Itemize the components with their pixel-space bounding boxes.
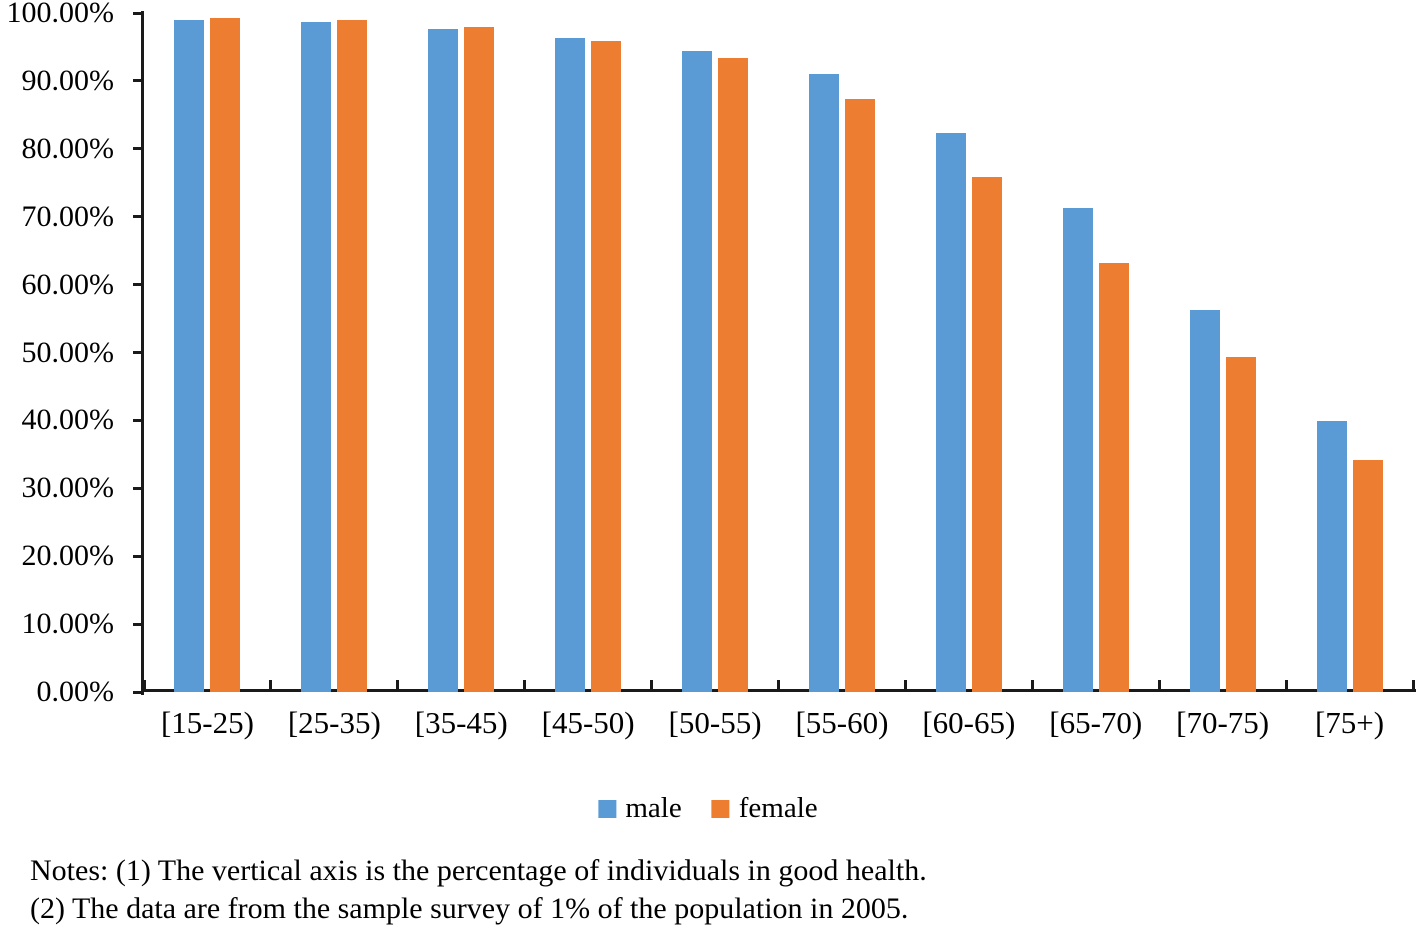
bar-female-[70-75) bbox=[1225, 356, 1256, 692]
y-axis-tick bbox=[133, 486, 144, 490]
x-axis-tick bbox=[269, 680, 273, 692]
x-axis-category-label: [35-45) bbox=[414, 705, 508, 740]
x-axis-category-label: [45-50) bbox=[541, 705, 635, 740]
x-axis-tick bbox=[142, 680, 146, 692]
bar-female-[65-70) bbox=[1098, 262, 1129, 692]
x-axis-tick bbox=[396, 680, 400, 692]
x-axis-category-label: [70-75) bbox=[1176, 705, 1270, 740]
y-axis-tick-label: 100.00% bbox=[6, 0, 115, 29]
x-axis-category-label: [50-55) bbox=[668, 705, 762, 740]
bar-male-[75+) bbox=[1316, 421, 1347, 692]
y-axis-tick bbox=[133, 283, 144, 287]
y-axis-tick bbox=[133, 79, 144, 83]
bar-male-[15-25) bbox=[174, 19, 205, 692]
x-axis-category-label: [55-60) bbox=[795, 705, 889, 740]
y-axis-tick-label: 10.00% bbox=[21, 607, 115, 641]
chart-notes: Notes: (1) The vertical axis is the perc… bbox=[30, 852, 1390, 928]
plot-area: 0.00% 10.00% 20.00% 30.00% 40.00% 50.00% 60.00… bbox=[6, 0, 1416, 740]
bar-female-[15-25) bbox=[210, 17, 241, 692]
y-axis-tick-label: 50.00% bbox=[21, 335, 115, 369]
y-axis-tick bbox=[133, 351, 144, 354]
bar-female-[25-35) bbox=[337, 20, 368, 692]
y-axis-tick bbox=[133, 690, 144, 694]
bar-male-[60-65) bbox=[935, 132, 966, 692]
bar-female-[55-60) bbox=[844, 99, 875, 692]
y-axis-tick-label: 0.00% bbox=[36, 675, 115, 708]
x-axis-category-label: [60-65) bbox=[922, 705, 1016, 740]
bar-male-[35-45) bbox=[428, 28, 459, 692]
x-axis-tick bbox=[903, 680, 907, 692]
y-axis-tick bbox=[133, 215, 144, 219]
x-axis-tick bbox=[777, 680, 780, 692]
bar-female-[35-45) bbox=[464, 27, 495, 692]
legend-label-female: female bbox=[738, 792, 818, 824]
chart-legend: male female bbox=[598, 792, 818, 824]
x-axis-tick bbox=[1411, 680, 1415, 692]
female-series-swatch-icon bbox=[711, 799, 730, 818]
bar-male-[65-70) bbox=[1062, 207, 1093, 692]
y-axis-tick-label: 70.00% bbox=[21, 199, 115, 233]
bar-male-[70-75) bbox=[1189, 310, 1220, 692]
x-axis-category-label: [15-25) bbox=[160, 705, 254, 740]
note-line-1: Notes: (1) The vertical axis is the perc… bbox=[30, 854, 927, 887]
y-axis-tick bbox=[133, 11, 144, 15]
x-axis-tick bbox=[1030, 680, 1034, 692]
y-axis-tick-label: 40.00% bbox=[21, 403, 115, 437]
bar-male-[45-50) bbox=[555, 38, 586, 692]
y-axis-tick bbox=[133, 418, 144, 422]
male-series-swatch-icon bbox=[598, 799, 617, 818]
y-axis-tick bbox=[133, 147, 144, 151]
x-axis-tick bbox=[1284, 680, 1288, 692]
y-axis-tick bbox=[133, 554, 144, 558]
legend-label-male: male bbox=[625, 792, 682, 824]
bar-female-[50-55) bbox=[718, 57, 749, 692]
x-axis-category-label: [75+) bbox=[1314, 705, 1385, 740]
bar-female-[75+) bbox=[1352, 459, 1383, 692]
x-axis-category-label: [25-35) bbox=[287, 705, 381, 740]
y-axis-tick-label: 30.00% bbox=[21, 471, 115, 505]
bar-female-[60-65) bbox=[971, 176, 1002, 692]
bar-female-[45-50) bbox=[591, 40, 622, 692]
bar-male-[25-35) bbox=[301, 21, 332, 692]
y-axis-tick-label: 90.00% bbox=[21, 63, 115, 97]
bar-male-[55-60) bbox=[808, 74, 839, 692]
y-axis-tick-label: 20.00% bbox=[21, 539, 115, 573]
bar-male-[50-55) bbox=[682, 51, 713, 692]
y-axis-tick bbox=[133, 622, 144, 626]
x-axis-category-label: [65-70) bbox=[1049, 705, 1143, 740]
y-axis-tick-label: 80.00% bbox=[21, 131, 115, 165]
legend-item-female: female bbox=[711, 792, 818, 824]
note-line-2: (2) The data are from the sample survey … bbox=[30, 892, 909, 925]
legend-item-male: male bbox=[598, 792, 682, 824]
x-axis-tick bbox=[650, 680, 654, 692]
x-axis-tick bbox=[523, 680, 527, 692]
y-axis-tick-label: 60.00% bbox=[21, 267, 115, 301]
x-axis-tick bbox=[1157, 680, 1161, 692]
